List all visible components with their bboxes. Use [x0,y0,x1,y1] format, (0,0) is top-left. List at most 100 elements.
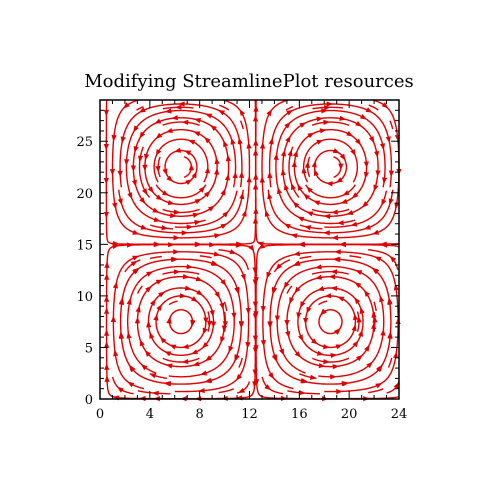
streamline-arrow [209,242,216,248]
streamline-arrow [198,186,206,193]
axis-ticks [99,99,400,400]
streamline-arrow [174,147,182,153]
streamline-arrow [181,119,189,125]
streamline [127,265,235,378]
streamline-arrow [146,320,152,328]
streamline-arrow [240,273,246,281]
streamline-arrow [331,235,339,241]
streamline-arrow [209,310,215,317]
streamline-arrow [376,365,383,373]
streamline-arrow [276,187,282,195]
streamline-arrow [266,109,272,117]
streamline-arrow [166,316,172,324]
streamline-arrow [221,325,228,333]
streamline-arrow [354,297,361,305]
streamline-arrow [289,297,295,305]
streamline-arrow [338,163,344,171]
streamline-arrow [239,192,245,200]
streamline-arrow [330,352,338,359]
streamline [318,300,328,306]
streamline-arrow [156,304,163,311]
streamline [276,265,385,378]
streamline-arrow [169,212,177,219]
streamline-arrow [140,364,148,371]
streamline-arrow [213,251,221,257]
streamline-arrow [234,354,240,362]
streamline-arrow [214,157,220,165]
streamline-arrow [126,242,134,248]
streamline-arrow [173,249,180,255]
streamline-arrow [130,260,138,267]
streamline-arrow [389,255,397,263]
streamline-arrow [238,387,246,394]
streamline-arrow [293,260,301,266]
streamline-arrow [316,139,324,145]
streamline-arrow [222,210,229,218]
streamline [275,109,386,225]
streamline-arrow [375,383,383,389]
streamline-arrow [292,201,300,209]
streamline-arrow [237,137,243,145]
streamline-arrow [260,306,266,313]
streamline-arrow [374,151,380,158]
streamline-arrow [190,320,196,327]
streamline-arrow [293,251,301,257]
streamline-arrow [170,256,178,263]
streamline-arrow [188,139,196,145]
streamline-arrow [266,271,272,279]
streamline-arrow [355,121,363,127]
streamline-arrow [332,364,340,370]
streamline-arrow [374,256,382,262]
streamline-arrow [320,309,327,316]
streamline-arrow [194,220,202,226]
streamline-arrow [253,207,259,214]
streamline [313,149,348,185]
streamline-arrow [203,317,209,325]
streamline-arrow [358,329,364,337]
streamline-arrow [284,223,291,229]
x-tick-label: 16 [291,407,308,422]
streamline [223,301,228,312]
streamline-arrow [160,336,167,344]
streamline-arrow [124,159,130,166]
streamline [168,309,194,335]
streamline-arrow [238,321,244,328]
streamline-arrow [258,243,266,249]
streamline [150,224,173,230]
streamline [162,121,200,126]
streamline-arrow [271,286,278,294]
streamline-arrow [196,289,203,296]
streamline-arrow [245,341,251,349]
streamline-arrow [392,351,399,359]
streamline-arrow [283,281,290,289]
streamline-arrow [253,277,259,284]
streamline-arrow [179,293,187,299]
chart-title: Modifying StreamlinePlot resources [84,71,414,92]
streamline-arrow [297,241,305,247]
streamline [136,106,144,111]
streamline-arrow [164,381,172,387]
streamline-arrow [155,148,162,156]
streamline-arrow [306,211,314,217]
streamline-arrow [267,171,273,179]
streamline-arrow [146,271,154,277]
streamline-arrow [380,329,386,336]
streamline-arrow [186,264,194,270]
streamline-arrow [181,358,189,365]
streamline-arrow [285,331,291,338]
streamline-arrow [323,213,331,219]
streamline-arrow [252,267,258,274]
streamline-arrow [120,136,126,144]
streamline-arrow [316,116,324,122]
streamline-arrow [220,223,228,229]
streamline-arrow [324,104,331,111]
streamline-arrow [118,298,125,306]
streamline-arrow [332,148,340,154]
streamline [297,287,364,356]
streamline [285,106,294,111]
streamline [311,271,349,275]
streamline [125,109,237,225]
streamline-arrow [153,216,161,222]
streamline-arrow [316,350,324,356]
streamline [305,184,356,199]
